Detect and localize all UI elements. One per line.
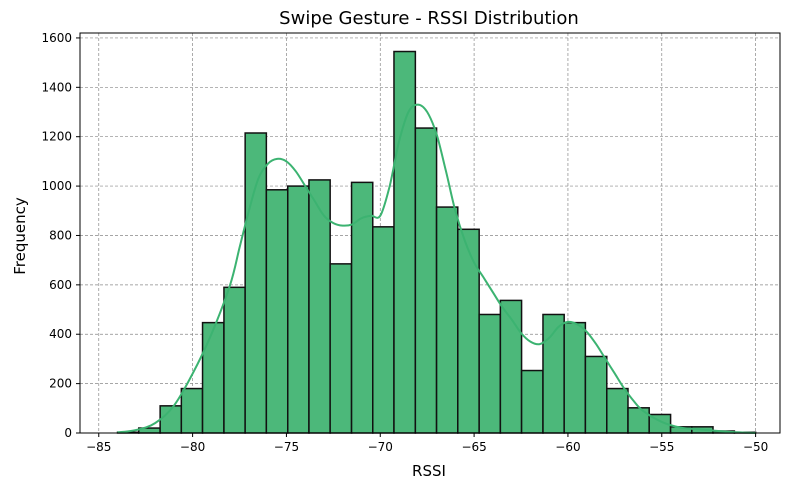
histogram-bar — [435, 206, 459, 434]
histogram-bar — [457, 228, 480, 434]
histogram-bar — [478, 313, 502, 434]
x-tick-label: −70 — [368, 440, 393, 454]
histogram-bar — [606, 387, 629, 434]
histogram-bar — [584, 355, 608, 434]
histogram-bar — [414, 127, 438, 434]
x-tick-label: −85 — [86, 440, 111, 454]
x-tick-label: −75 — [274, 440, 299, 454]
y-tick-label: 600 — [49, 278, 72, 292]
y-axis-ticks: 0 200 400 600 800 1000 1200 1400 1600 — [41, 31, 80, 440]
histogram-bar — [563, 321, 587, 434]
y-tick-label: 1400 — [41, 80, 72, 94]
y-tick-label: 800 — [49, 228, 72, 242]
x-tick-label: −50 — [743, 440, 768, 454]
histogram-bar — [372, 226, 395, 434]
y-tick-label: 400 — [49, 327, 72, 341]
histogram-bar — [286, 185, 310, 434]
y-tick-label: 0 — [64, 426, 72, 440]
y-tick-label: 1200 — [41, 130, 72, 144]
x-axis-label: RSSI — [412, 462, 446, 480]
x-tick-label: −55 — [649, 440, 674, 454]
histogram-bar — [180, 387, 204, 434]
histogram-bar — [223, 286, 246, 434]
y-tick-label: 200 — [49, 377, 72, 391]
y-tick-label: 1600 — [41, 31, 72, 45]
x-tick-label: −80 — [180, 440, 205, 454]
y-tick-label: 1000 — [41, 179, 72, 193]
histogram-bar — [393, 50, 417, 434]
bars — [116, 50, 757, 434]
x-tick-label: −60 — [555, 440, 580, 454]
histogram-bar — [329, 263, 353, 434]
histogram-bar — [350, 181, 374, 434]
chart-title: Swipe Gesture - RSSI Distribution — [279, 8, 579, 29]
histogram-bar — [244, 132, 268, 434]
histogram-bar — [520, 369, 544, 434]
histogram-bar — [201, 321, 225, 434]
plot-frame — [79, 32, 781, 434]
y-axis-label: Frequency — [11, 197, 29, 275]
histogram-bar — [499, 299, 523, 434]
x-axis-ticks: −85 −80 −75 −70 −65 −60 −55 −50 — [86, 433, 768, 454]
histogram-bar — [265, 189, 289, 434]
kde-curve — [117, 103, 756, 434]
histogram-bar — [627, 407, 650, 434]
x-tick-label: −65 — [461, 440, 486, 454]
